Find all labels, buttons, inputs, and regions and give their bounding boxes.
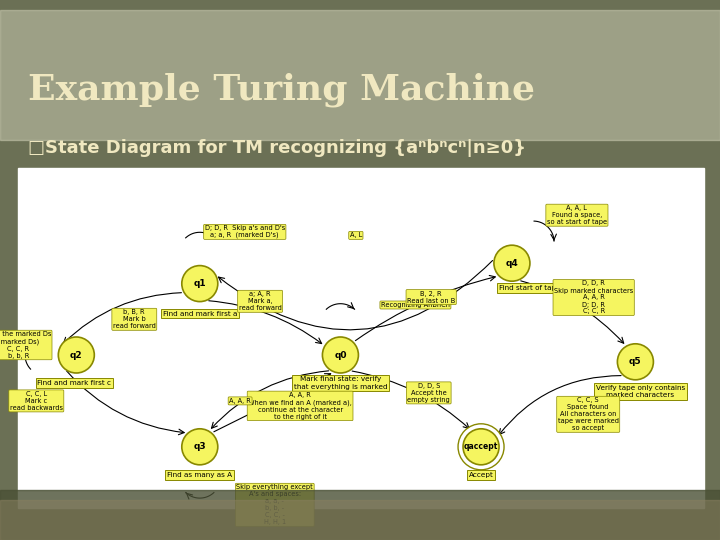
Text: Skip everything except
A's and spaces:
a, a, -
b, b, -
C, C, -
H, H, 1: Skip everything except A's and spaces: a… [236, 484, 313, 525]
Text: D, D, R
Skip marked characters
A, A, R
D; D, R
C; C, R: D, D, R Skip marked characters A, A, R D… [554, 280, 634, 314]
Circle shape [181, 429, 217, 465]
Text: Find and mark first c: Find and mark first c [37, 380, 112, 386]
Circle shape [181, 266, 217, 302]
Bar [0, 490, 720, 540]
Text: A, L: A, L [350, 232, 362, 238]
Text: Verify tape only contains
marked characters: Verify tape only contains marked charact… [595, 386, 685, 399]
Text: D; D, R  Skip a's and D's
a; a, R  (marked D's): D; D, R Skip a's and D's a; a, R (marked… [204, 225, 285, 238]
Text: C, C, L
Mark c
read backwards: C, C, L Mark c read backwards [10, 391, 63, 411]
Bar [0, 500, 720, 540]
Text: Example Turing Machine: Example Turing Machine [28, 73, 535, 107]
Circle shape [494, 245, 530, 281]
Text: q2: q2 [70, 350, 83, 360]
Text: q5: q5 [629, 357, 642, 366]
Text: q1: q1 [194, 279, 206, 288]
Text: C, C, S
Space found
All characters on
tape were marked
so accept: C, C, S Space found All characters on ta… [558, 397, 618, 431]
Text: a; A, R
Mark a,
read forward: a; A, R Mark a, read forward [238, 291, 282, 311]
Text: b, B, R
Mark b
read forward: b, B, R Mark b read forward [113, 309, 156, 329]
Text: q4: q4 [505, 259, 518, 268]
Text: Find as many as A: Find as many as A [167, 472, 233, 478]
Circle shape [463, 429, 499, 465]
Circle shape [58, 337, 94, 373]
Text: Skip the marked Ds
(marked Ds)
C, C, R
b, b, R: Skip the marked Ds (marked Ds) C, C, R b… [0, 331, 51, 359]
Bar [18, 168, 704, 508]
Text: Accept: Accept [469, 472, 493, 478]
Text: D, D, S
Accept the
empty string: D, D, S Accept the empty string [408, 383, 450, 403]
Bar [0, 10, 720, 140]
Text: qaccept: qaccept [464, 442, 498, 451]
Text: Find start of tape: Find start of tape [499, 285, 561, 291]
Circle shape [323, 337, 359, 373]
Text: Find and mark first a: Find and mark first a [163, 310, 237, 316]
Text: q3: q3 [194, 442, 206, 451]
Text: □State Diagram for TM recognizing {aⁿbⁿcⁿ|n≥0}: □State Diagram for TM recognizing {aⁿbⁿc… [28, 139, 526, 157]
Text: A, A, R: A, A, R [229, 398, 251, 404]
Text: B, 2, R
Read last on B: B, 2, R Read last on B [407, 291, 455, 303]
Text: A, A, R
When we find an A (marked a),
continue at the character
to the right of : A, A, R When we find an A (marked a), co… [248, 392, 352, 420]
Text: Recognizing AnBnCn: Recognizing AnBnCn [381, 302, 450, 308]
Text: A, A, L
Found a space,
so at start of tape: A, A, L Found a space, so at start of ta… [547, 205, 607, 225]
Circle shape [458, 424, 504, 470]
Text: q0: q0 [334, 350, 346, 360]
Text: Mark final state: verify
that everything is marked: Mark final state: verify that everything… [294, 376, 387, 389]
Circle shape [618, 344, 654, 380]
